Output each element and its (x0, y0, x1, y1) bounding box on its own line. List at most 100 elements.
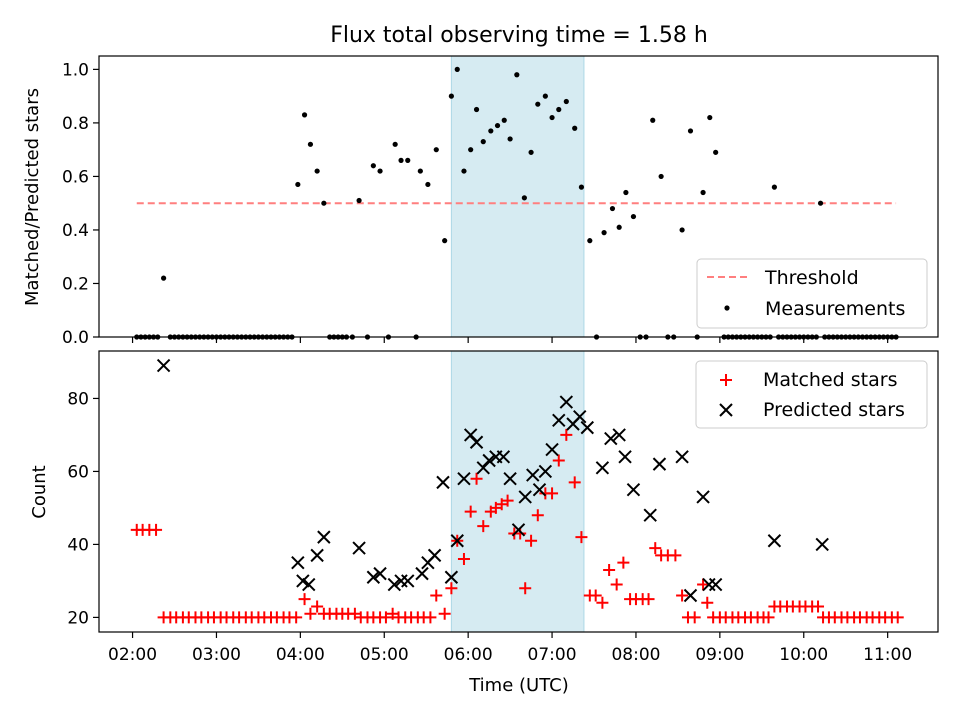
x-tick-label: 10:00 (779, 645, 828, 665)
matched-star-point (298, 593, 311, 606)
measurement-point (556, 106, 562, 113)
predicted-star-point (427, 548, 442, 563)
top-y-tick-label: 0.2 (62, 274, 89, 294)
chart-title: Flux total observing time = 1.58 h (330, 23, 708, 48)
measurement-point (587, 238, 593, 244)
predicted-star-point (415, 566, 429, 581)
predicted-star-point (476, 461, 490, 475)
measurement-point (454, 66, 460, 72)
x-axis-label: Time (UTC) (468, 675, 569, 696)
predicted-star-point (482, 453, 496, 468)
measurement-point (630, 213, 637, 220)
measurement-point (494, 122, 501, 129)
measurement-point (377, 168, 383, 174)
predicted-star-point (545, 442, 559, 457)
matched-star-point (552, 454, 565, 467)
bottom-axes-frame (98, 350, 939, 633)
measurement-point (398, 157, 404, 163)
measurement-point (700, 189, 706, 196)
predicted-star-point (291, 555, 305, 570)
predicted-star-point (387, 577, 402, 592)
matched-star-point (531, 509, 544, 522)
x-tick-label: 06:00 (444, 645, 493, 665)
measurement-point (301, 112, 308, 118)
measurement-point (507, 136, 513, 142)
top-axes-frame (98, 55, 939, 338)
matched-star-point (697, 578, 710, 591)
predicted-star-point (626, 482, 641, 497)
predicted-star-point (683, 588, 698, 603)
predicted-star-point (457, 472, 471, 486)
matched-star-point (642, 593, 655, 606)
measurement-point (480, 139, 486, 145)
x-tick-label: 03:00 (192, 645, 241, 665)
top-panel: 0.0 0.2 0.4 0.6 0.8 1.0 Matched/Predicted sta… (22, 55, 939, 348)
matched-star-point (464, 505, 477, 518)
matched-star-point (649, 542, 662, 555)
x-tick-label: 08:00 (611, 645, 660, 665)
predicted-star-point (675, 450, 689, 464)
measurement-point (650, 117, 656, 123)
x-tick-label: 11:00 (863, 645, 912, 665)
measurement-point (549, 114, 555, 121)
measurement-point (658, 173, 664, 180)
predicted-star-point (436, 475, 450, 490)
matched-star-point (617, 556, 630, 569)
legend-matched-label: Matched stars (763, 369, 897, 391)
predicted-star-point (559, 395, 574, 409)
matched-star-point (762, 611, 775, 624)
predicted-star-point (302, 577, 316, 592)
measurement-point (321, 200, 327, 206)
bottom-legend: Matched stars Predicted stars (695, 360, 928, 429)
matched-star-point (603, 563, 616, 576)
measurement-point (687, 128, 694, 134)
measurement-point (442, 238, 448, 244)
predicted-star-point (496, 450, 511, 464)
matched-star-point (150, 523, 163, 536)
matched-star-point (669, 549, 682, 562)
bottom-highlight-band (450, 350, 585, 633)
measurement-point (433, 147, 439, 153)
measurement-point (572, 125, 578, 131)
legend-threshold-label: Threshold (764, 267, 859, 289)
measurement-point (405, 157, 411, 163)
measurement-point (370, 163, 376, 169)
measurement-point (461, 168, 467, 174)
predicted-star-point (503, 472, 517, 486)
measurement-point (488, 128, 494, 134)
top-axis-ticks: 0.0 0.2 0.4 0.6 0.8 1.0 (62, 60, 889, 348)
matched-star-point (525, 534, 538, 547)
predicted-star-point (538, 464, 553, 479)
top-legend: Threshold Measurements (696, 258, 928, 329)
legend-measurements-label: Measurements (765, 298, 905, 320)
predicted-star-point (612, 428, 626, 442)
measurement-point (425, 181, 431, 188)
matched-star-point (290, 611, 303, 624)
measurement-point (417, 168, 423, 174)
predicted-star-point (573, 409, 587, 424)
matched-star-point (610, 578, 623, 591)
measurement-point (501, 117, 507, 123)
measurement-point (535, 101, 541, 107)
predicted-star-point (595, 461, 610, 475)
predicted-star-point (604, 431, 618, 446)
measurement-point (623, 189, 629, 196)
x-tick-label: 04:00 (276, 645, 325, 665)
legend-matched-swatch (720, 374, 732, 386)
predicted-star-point (469, 435, 484, 449)
measurement-point (563, 98, 569, 105)
matched-star-point (445, 582, 458, 595)
predicted-star-point (444, 570, 459, 584)
measurement-point (161, 275, 167, 281)
measurement-point (601, 230, 607, 236)
predicted-star-point (815, 537, 829, 552)
matched-star-point (470, 472, 483, 485)
measurement-point (468, 147, 474, 153)
predicted-star-point (511, 523, 526, 537)
matched-star-point (311, 600, 324, 613)
predicted-star-point (296, 574, 310, 588)
matched-star-point (701, 596, 714, 609)
matched-star-point (891, 611, 904, 624)
matched-star-point (304, 607, 317, 620)
matched-star-point (438, 607, 451, 620)
